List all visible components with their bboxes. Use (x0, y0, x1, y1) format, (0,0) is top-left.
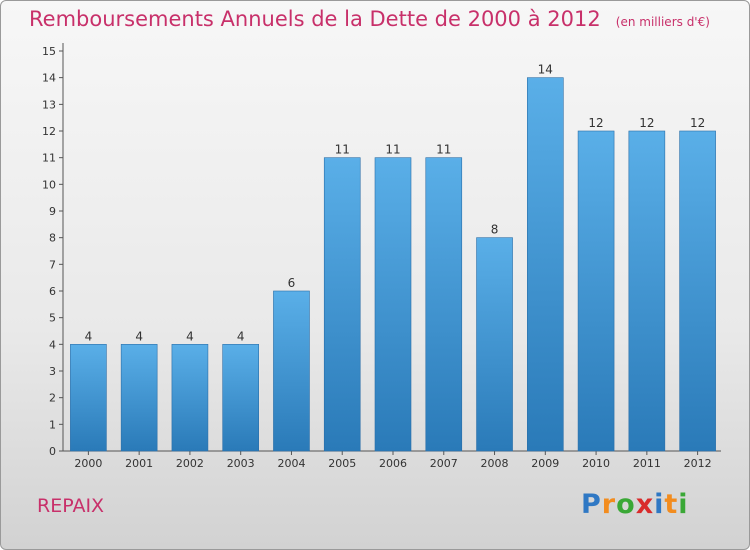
bar-value-label: 4 (85, 329, 93, 343)
bar (222, 344, 259, 452)
chart-title: Remboursements Annuels de la Dette de 20… (29, 7, 601, 31)
y-tick-label: 10 (42, 178, 56, 191)
bar-value-label: 12 (690, 116, 705, 130)
logo-letter: P (581, 489, 602, 520)
x-tick-label: 2007 (430, 457, 458, 470)
bar-value-label: 4 (237, 329, 245, 343)
bar (323, 157, 361, 452)
bar-value-label: 11 (436, 143, 451, 157)
y-tick-label: 15 (42, 45, 56, 58)
bar-value-label: 6 (288, 276, 296, 290)
x-tick-label: 2004 (277, 457, 305, 470)
bar-value-label: 12 (639, 116, 654, 130)
title-row: Remboursements Annuels de la Dette de 20… (29, 7, 710, 31)
bar-value-label: 11 (335, 143, 350, 157)
bar (120, 344, 158, 452)
x-tick-label: 2000 (74, 457, 102, 470)
logo-letter: i (654, 489, 665, 520)
x-tick-label: 2012 (684, 457, 712, 470)
bar-value-label: 4 (135, 329, 143, 343)
bar-value-label: 8 (491, 223, 499, 237)
x-tick-label: 2008 (481, 457, 509, 470)
x-tick-label: 2001 (125, 457, 153, 470)
x-tick-label: 2011 (633, 457, 661, 470)
bar (628, 130, 666, 452)
y-tick-label: 8 (49, 232, 56, 245)
bar (273, 290, 310, 452)
y-tick-label: 13 (42, 98, 56, 111)
bar (577, 130, 615, 452)
bar (476, 237, 513, 452)
x-tick-label: 2006 (379, 457, 407, 470)
x-tick-label: 2002 (176, 457, 204, 470)
y-tick-label: 6 (49, 285, 56, 298)
bar-value-label: 14 (538, 63, 553, 77)
logo-letter: t (664, 489, 679, 520)
x-tick-label: 2005 (328, 457, 356, 470)
bar-series: 4 4 4 4 6 11 11 11 8 14 12 12 12 (70, 63, 716, 452)
y-tick-label: 7 (49, 258, 56, 271)
y-tick-label: 3 (49, 365, 56, 378)
bar (425, 157, 463, 452)
x-axis: 2000 2001 2002 2003 2004 2005 2006 2007 2008 2009… (63, 450, 721, 470)
proxiti-logo[interactable]: Proxiti (581, 489, 689, 520)
x-tick-label: 2003 (227, 457, 255, 470)
bar (171, 344, 209, 452)
y-tick-label: 0 (49, 445, 56, 458)
y-tick-label: 2 (49, 392, 56, 405)
bar (374, 157, 412, 452)
x-tick-label: 2009 (531, 457, 559, 470)
bar (679, 130, 716, 452)
bar (527, 77, 564, 452)
logo-letter: i (678, 489, 689, 520)
y-tick-label: 4 (49, 338, 56, 351)
commune-name: REPAIX (37, 495, 105, 517)
bar-value-label: 4 (186, 329, 194, 343)
y-tick-label: 9 (49, 205, 56, 218)
bar-value-label: 11 (385, 143, 400, 157)
bar (70, 344, 107, 452)
logo-letter: x (635, 489, 655, 520)
y-tick-label: 11 (42, 152, 56, 165)
x-tick-label: 2010 (582, 457, 610, 470)
y-tick-label: 12 (42, 125, 56, 138)
bar-value-label: 12 (588, 116, 603, 130)
y-tick-label: 1 (49, 418, 56, 431)
chart-unit-note: (en milliers d'€) (615, 15, 710, 29)
y-tick-label: 14 (42, 72, 56, 85)
logo-letter: o (616, 489, 636, 520)
logo-letter: r (601, 489, 617, 520)
y-tick-label: 5 (49, 312, 56, 325)
